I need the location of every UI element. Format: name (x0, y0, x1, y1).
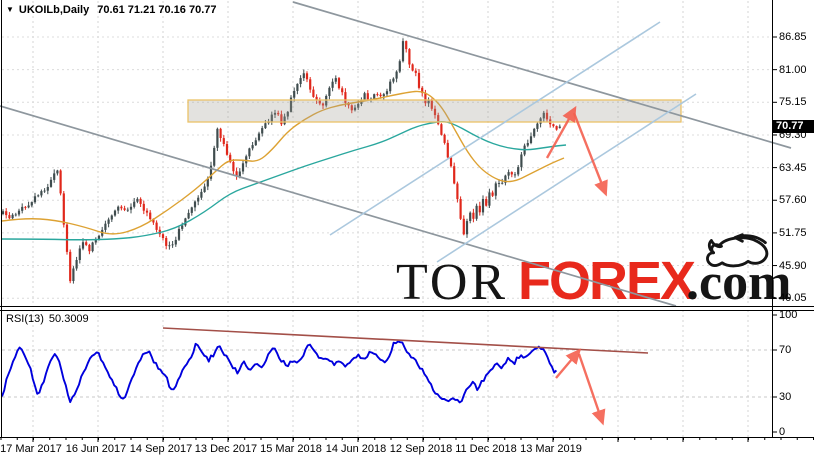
chart-dropdown-icon[interactable]: ▼ (6, 5, 14, 14)
symbol-timeframe-label: UKOILb,Daily (18, 4, 90, 16)
date-axis-label: 13 Mar 2019 (520, 443, 582, 455)
rsi-axis-label: 100 (779, 309, 798, 321)
price-axis-label: 86.85 (779, 31, 807, 43)
price-axis-label: 40.05 (779, 292, 807, 305)
rsi-axis-label: 70 (779, 344, 792, 356)
date-axis-label: 13 Dec 2017 (194, 443, 258, 455)
rsi-name: RSI(13) (6, 313, 44, 325)
channel-upper-line (329, 21, 661, 236)
price-axis-label: 81.00 (779, 63, 807, 76)
forecast-arrow-3 (555, 348, 582, 379)
rsi-line (1, 340, 558, 404)
rsi-indicator-label: RSI(13) 50.3009 (6, 313, 89, 325)
date-axis-label: 11 Dec 2018 (455, 443, 517, 455)
date-axis-label: 16 Jun 2017 (65, 443, 127, 455)
ma-slow-line (1, 121, 567, 241)
bull-logo-icon (706, 233, 769, 268)
watermark-tor: TOR (396, 254, 508, 311)
watermark-com: .com (686, 254, 791, 311)
resistance-zone-rectangle (187, 99, 682, 123)
date-axis-label: 17 Mar 2017 (0, 443, 62, 455)
rsi-axis-label: 30 (779, 391, 792, 403)
rsi-value: 50.3009 (48, 313, 89, 325)
chart-title: ▼ UKOILb,Daily 70.61 71.21 70.16 70.77 (6, 4, 217, 16)
price-axis-label: 75.15 (779, 96, 807, 109)
support-trendline (0, 105, 677, 307)
price-axis-label: 51.75 (779, 226, 807, 239)
ohlc-values: 70.61 71.21 70.16 70.77 (97, 4, 217, 16)
watermark-forex: FOREX (518, 251, 696, 311)
candlestick-series (1, 38, 561, 284)
resistance-trendline (292, 1, 792, 149)
channel-lower-line (436, 93, 697, 263)
price-axis-label: 45.90 (779, 259, 807, 272)
forecast-arrow-1 (545, 105, 577, 159)
date-axis-label: 14 Sep 2017 (129, 443, 193, 455)
price-axis-label: 57.60 (779, 194, 807, 207)
date-axis-label: 12 Sep 2018 (389, 443, 453, 455)
forecast-arrow-2 (572, 112, 608, 197)
forecast-arrow-4 (577, 353, 606, 426)
panel-frame (0, 0, 814, 442)
price-axis-label: 63.45 (779, 161, 807, 174)
ma-fast-line (1, 90, 565, 235)
grid (2, 1, 772, 437)
date-axis-label: 14 Jun 2018 (325, 443, 387, 455)
watermark: TOR FOREX.com (396, 233, 791, 311)
date-axis-label: 15 Mar 2018 (260, 443, 322, 455)
current-price-tag: 70.77 (772, 120, 814, 133)
rsi-axis-label: 0 (779, 426, 786, 438)
